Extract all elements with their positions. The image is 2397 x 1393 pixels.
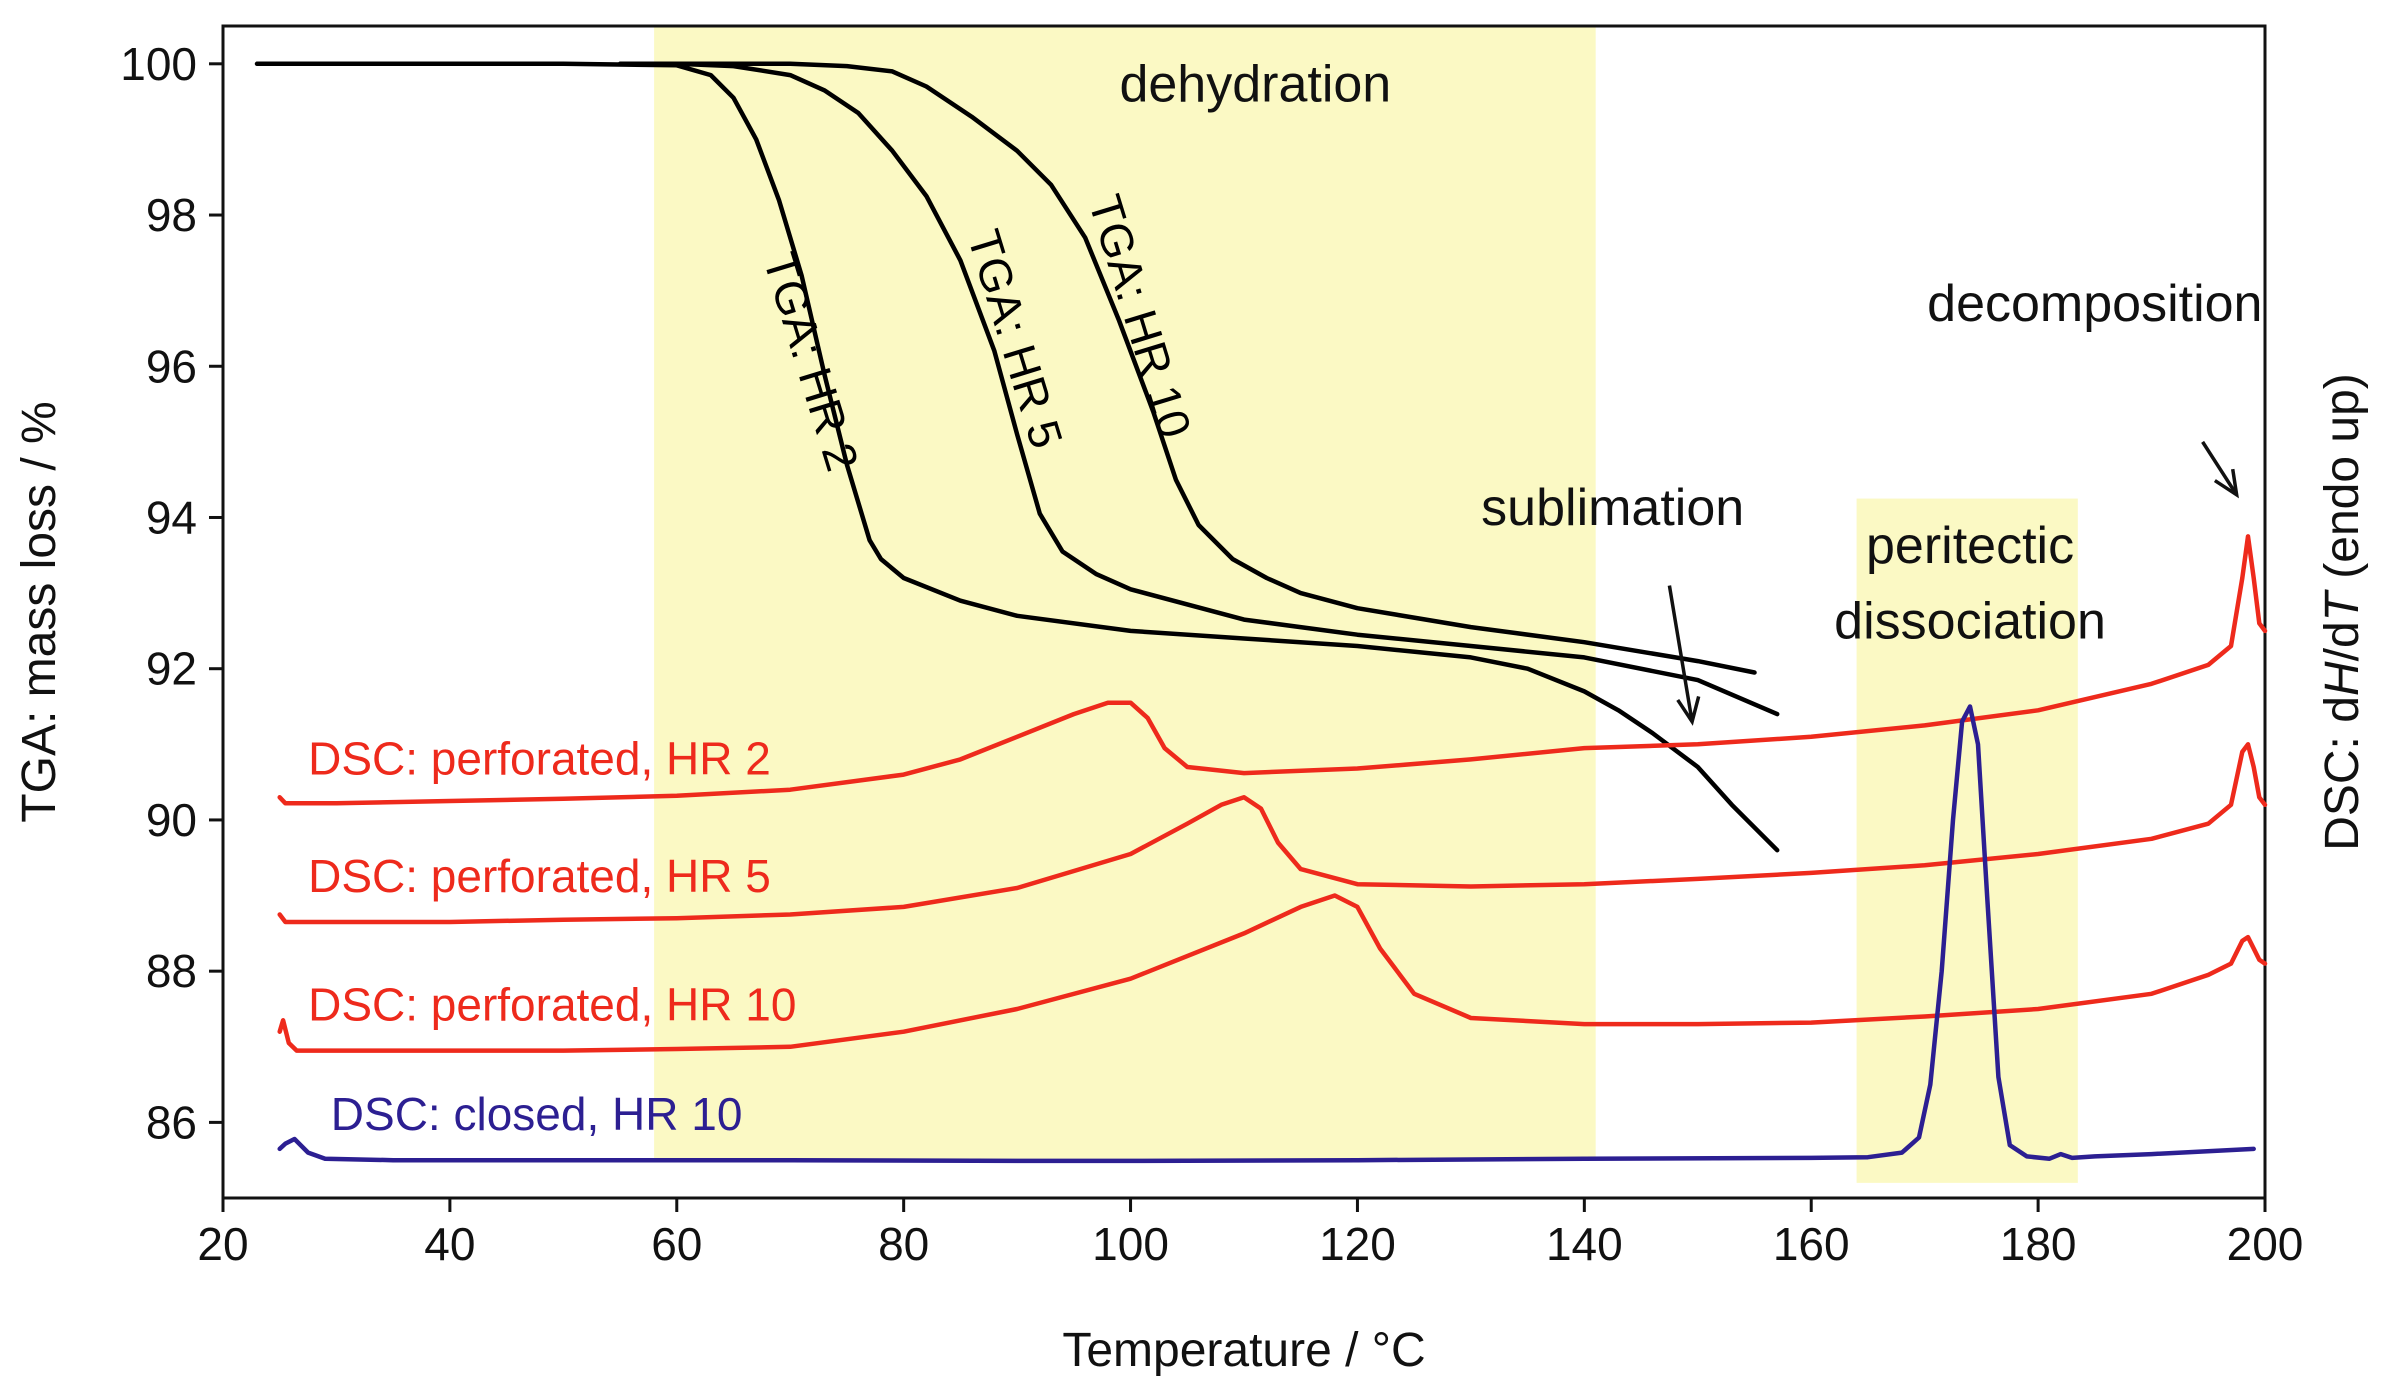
series-line-dsc-perforated-hr-2: [277, 534, 2268, 806]
shaded-regions: [654, 26, 2078, 1183]
x-tick-label: 160: [1773, 1218, 1850, 1270]
series-label-dsc-closed-hr-10: DSC: closed, HR 10: [331, 1088, 743, 1140]
series-line-tga-hr-2: [254, 61, 1780, 853]
x-tick-label: 100: [1092, 1218, 1169, 1270]
series-line-dsc-closed-hr-10: [277, 704, 2256, 1164]
y-tick-label: 98: [146, 189, 197, 241]
annotation-sublimation: sublimation: [1481, 479, 1744, 537]
decomposition-arrow: [2201, 440, 2239, 499]
y-tick-label: 88: [146, 945, 197, 997]
shaded-region-peritectic-dissociation: [1856, 498, 2078, 1183]
series-label-dsc-perforated-hr-5: DSC: perforated, HR 5: [308, 850, 771, 902]
y-axis-label-right-part: (endo up): [2316, 373, 2369, 592]
x-tick-label: 200: [2227, 1218, 2304, 1270]
y-axis-label-right: DSC: dH/dT (endo up): [2316, 373, 2369, 851]
y-axis-label-right-part: /d: [2316, 621, 2369, 661]
y-axis-label-right-part: T: [2316, 588, 2369, 621]
plot-frame: [221, 24, 2267, 1200]
annotation-decomposition: decomposition: [1927, 275, 2262, 333]
series-label-dsc-perforated-hr-2: DSC: perforated, HR 2: [308, 733, 771, 785]
series-label-dsc-perforated-hr-10: DSC: perforated, HR 10: [308, 978, 796, 1030]
sublimation-arrow: [1667, 585, 1701, 726]
y-tick-label: 96: [146, 340, 197, 392]
y-tick-label: 90: [146, 794, 197, 846]
y-axis-label-right-part: H: [2316, 661, 2369, 696]
x-axis-label: Temperature / °C: [1062, 1324, 1425, 1377]
annotation-dehydration: dehydration: [1119, 56, 1391, 114]
annotation-peritectic: peritectic: [1866, 517, 2074, 575]
y-axis-label-left: TGA: mass loss / %: [13, 401, 66, 822]
x-tick-label: 180: [2000, 1218, 2077, 1270]
series-line-dsc-perforated-hr-5: [277, 742, 2268, 925]
series-lines: [254, 61, 2268, 1164]
y-axis-label-right-part: DSC: d: [2316, 696, 2369, 851]
annotations: dehydration sublimation peritectic dissocia…: [1119, 56, 2262, 726]
y-tick-label: 86: [146, 1096, 197, 1148]
x-tick-label: 120: [1319, 1218, 1396, 1270]
y-tick-label: 94: [146, 491, 197, 543]
series-line-tga-hr-10: [674, 61, 1757, 675]
series-line-dsc-perforated-hr-10: [277, 893, 2268, 1053]
x-tick-label: 140: [1546, 1218, 1623, 1270]
annotation-dissociation: dissociation: [1834, 592, 2106, 650]
x-tick-label: 40: [424, 1218, 475, 1270]
x-tick-label: 20: [197, 1218, 248, 1270]
axis-ticks: 20 40 60 80 100 120 140 160 180 200 86 88 90 92 94 96 98…: [120, 38, 2303, 1270]
series-line-tga-hr-5: [617, 61, 1780, 717]
shaded-region-dehydration: [654, 26, 1596, 1161]
x-tick-label: 60: [651, 1218, 702, 1270]
y-tick-label: 92: [146, 643, 197, 695]
y-tick-label: 100: [120, 38, 197, 90]
x-tick-label: 80: [878, 1218, 929, 1270]
